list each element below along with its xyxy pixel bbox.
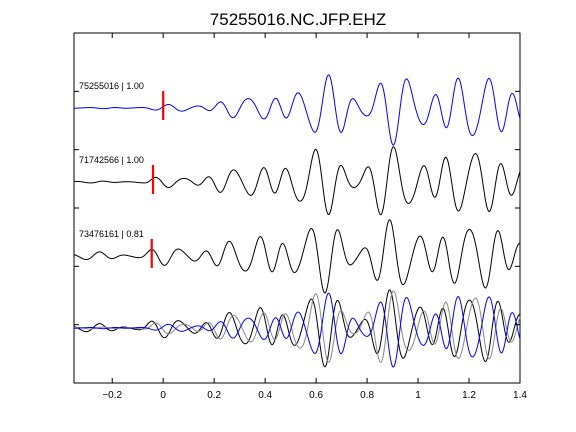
x-tick-label: 1: [415, 390, 421, 401]
x-tick-label: 1.2: [462, 390, 476, 401]
trace-line: [73, 219, 521, 294]
x-tick-label: 0.6: [309, 390, 323, 401]
trace-label: 75255016 | 1.00: [79, 81, 144, 91]
x-tick-label: 0.4: [258, 390, 272, 401]
trace-label: 73476161 | 0.81: [79, 229, 144, 239]
x-tick-label: −0.2: [102, 390, 122, 401]
pick-markers-layer: [150, 91, 165, 268]
y-axis: [74, 32, 520, 384]
x-tick-label: 0: [160, 390, 166, 401]
x-axis: −0.2 0 0.2 0.4 0.6 0.8 1 1.2 1.4: [102, 33, 527, 401]
traces-layer: [73, 74, 521, 368]
x-tick-label: 1.4: [513, 390, 527, 401]
trace-labels-layer: 75255016 | 1.00 71742566 | 1.00 73476161 |…: [79, 81, 144, 239]
trace-line: [73, 74, 521, 146]
trace-label: 71742566 | 1.00: [79, 155, 144, 165]
overlay-trace-line: [73, 292, 521, 368]
x-tick-label: 0.2: [207, 390, 221, 401]
plot-frame: [73, 32, 521, 384]
chart-title: 75255016.NC.JFP.EHZ: [210, 10, 386, 29]
trace-line: [73, 146, 521, 216]
x-tick-label: 0.8: [360, 390, 374, 401]
overlay-trace-line: [73, 289, 521, 368]
